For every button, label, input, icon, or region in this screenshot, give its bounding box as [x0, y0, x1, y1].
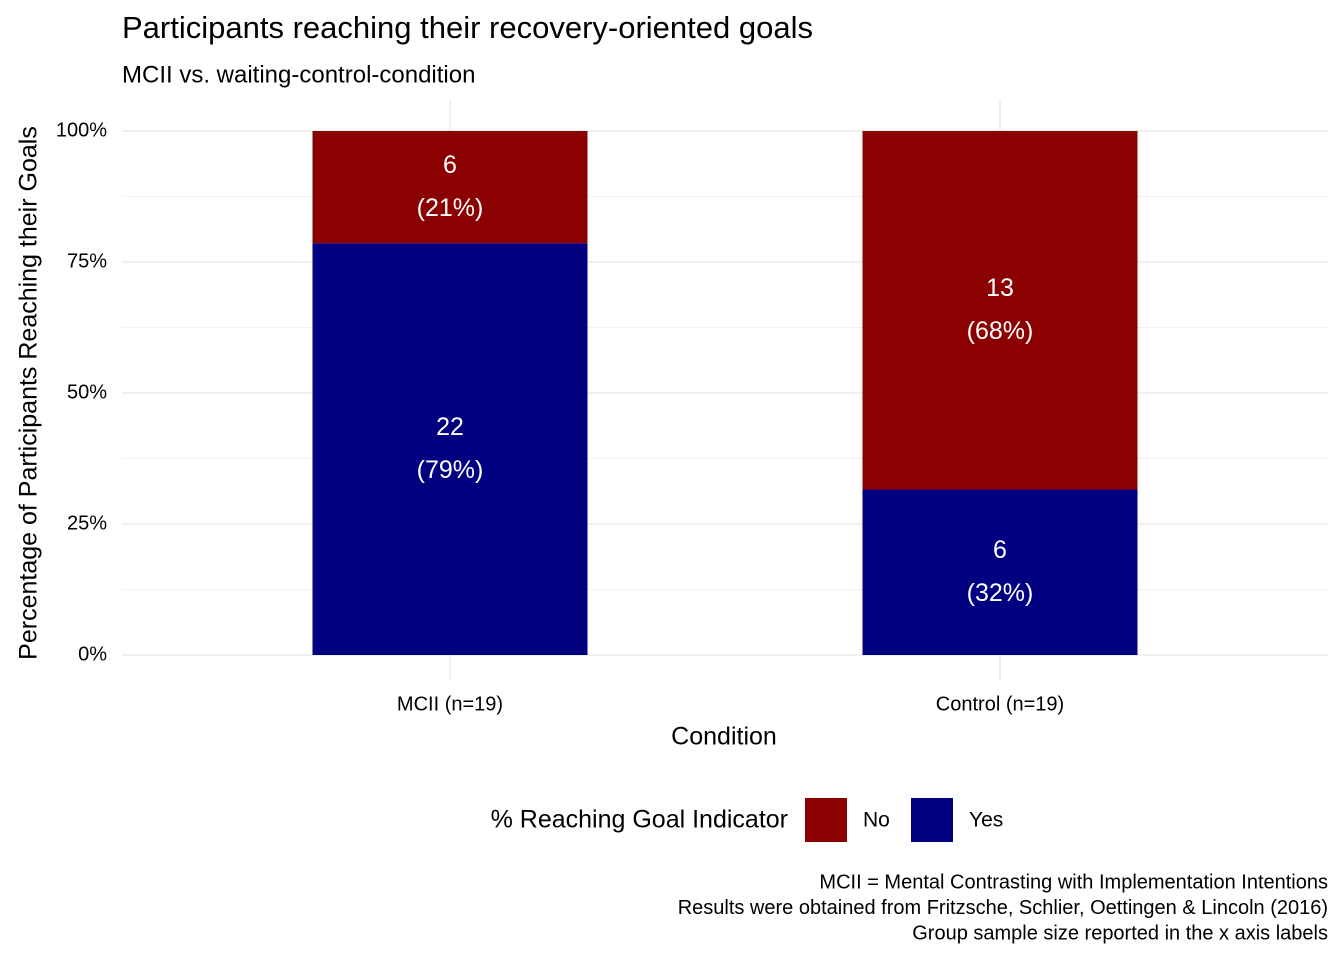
legend-label: Yes [969, 809, 1003, 832]
bar-count-label: 22 [436, 413, 464, 441]
chart-subtitle: MCII vs. waiting-control-condition [122, 61, 475, 88]
bar-count-label: 6 [443, 151, 457, 179]
bar-segment [312, 131, 588, 244]
bar-segment [312, 243, 588, 655]
y-tick-label: 75% [67, 250, 107, 272]
bar-value-label: (21%) [417, 194, 484, 222]
bar-value-label: (32%) [967, 579, 1034, 607]
caption: Results were obtained from Fritzsche, Sc… [678, 897, 1328, 919]
bar-count-label: 6 [993, 536, 1007, 564]
bar-segment [862, 131, 1138, 490]
legend-label: No [863, 809, 890, 832]
y-tick-label: 25% [67, 512, 107, 534]
legend-key [805, 798, 847, 842]
bar-value-label: (79%) [417, 456, 484, 484]
bar-count-label: 13 [986, 274, 1014, 302]
x-axis-title: Condition [671, 723, 777, 751]
x-tick-label: Control (n=19) [936, 693, 1064, 715]
y-tick-label: 0% [78, 643, 107, 665]
bar-value-label: (68%) [967, 317, 1034, 345]
chart-title: Participants reaching their recovery-ori… [122, 10, 813, 45]
legend-title: % Reaching Goal Indicator [491, 806, 788, 834]
y-tick-label: 50% [67, 381, 107, 403]
y-axis-title: Percentage of Participants Reaching thei… [15, 126, 43, 660]
x-tick-label: MCII (n=19) [397, 693, 503, 715]
caption: Group sample size reported in the x axis… [912, 922, 1328, 944]
bar-segment [862, 489, 1138, 655]
legend-key [911, 798, 953, 842]
y-tick-label: 100% [56, 119, 107, 141]
caption: MCII = Mental Contrasting with Implement… [819, 871, 1328, 893]
